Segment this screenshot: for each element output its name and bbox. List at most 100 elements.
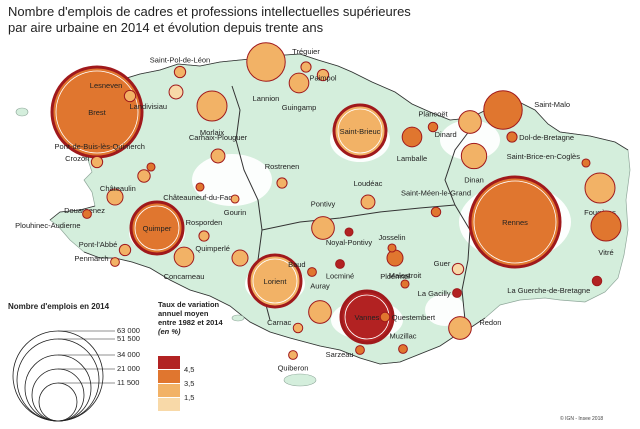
city-label-noyal-pontivy: Noyal-Pontivy: [326, 238, 373, 247]
city-lamballe: Lamballe: [397, 126, 427, 163]
city-circle-sarzeau: [355, 345, 365, 355]
city-rennes: Rennes: [468, 175, 562, 269]
city-label-penmarch: Penmarch: [74, 254, 108, 263]
rate-legend-swatch-2: [158, 370, 180, 383]
city-lannion: Lannion: [246, 42, 286, 103]
city-morlaix: Morlaix: [196, 90, 228, 137]
city-quimperl-: Quimperlé: [195, 244, 249, 267]
city-plouhinec-audierne: Plouhinec-Audierne: [15, 209, 92, 230]
city-pont-l-abb-: Pont-l'Abbé: [79, 240, 132, 257]
city-circle-plouhinec-audierne: [82, 209, 92, 219]
city-label-redon: Redon: [479, 318, 501, 327]
city-circle-malestroit: [400, 279, 410, 289]
city-circle-gourin: [230, 194, 240, 204]
city-circle-carnac: [292, 322, 304, 334]
city-la-guerche-de-bretagne: La Guerche-de-Bretagne: [507, 275, 603, 295]
city-circle-paimpol: [316, 68, 330, 82]
city-circle-carhaix-plouguer: [210, 148, 226, 164]
city-la-gacilly: La Gacilly: [418, 288, 462, 298]
city-label-saint-brice-en-cogl-s: Saint-Brice-en-Coglès: [507, 152, 581, 161]
city-noyal-pontivy: Noyal-Pontivy: [326, 227, 373, 247]
city-label-auray: Auray: [310, 282, 330, 291]
rate-legend: 4,5 3,5 1,5: [158, 356, 194, 411]
city-label-lannion: Lannion: [253, 94, 280, 103]
city-label-guingamp: Guingamp: [282, 103, 317, 112]
city-concarneau: Concarneau: [164, 246, 204, 281]
rate-legend-value-1: 4,5: [184, 365, 194, 374]
rate-legend-title: Taux de variation annuel moyen entre 198…: [158, 300, 258, 336]
city-carhaix-plouguer: Carhaix-Plouguer: [189, 133, 248, 164]
rate-legend-title-line-2: annuel moyen: [158, 309, 209, 318]
city-label-tr-guier: Tréguier: [292, 47, 320, 56]
city-label-locmin-: Locminé: [326, 271, 354, 280]
city-label-pont-l-abb-: Pont-l'Abbé: [79, 240, 118, 249]
city-dinan: Dinan: [460, 142, 488, 185]
city-saint-pol-de-l-on: Saint-Pol-de-Léon: [150, 55, 210, 79]
city-penmarch: Penmarch: [74, 254, 120, 267]
city-gourin: Gourin: [224, 194, 247, 217]
city-rosporden: Rosporden: [186, 218, 222, 242]
rate-legend-title-line-3: entre 1982 et 2014: [158, 318, 223, 327]
city-label-ch-teauneuf-du-faou: Châteauneuf-du-Faou: [163, 193, 236, 202]
rate-legend-title-line-1: Taux de variation: [158, 300, 220, 309]
city-circle-ch-teauneuf-du-faou: [195, 182, 205, 192]
city-circle-vitr-: [590, 210, 622, 242]
city-saint-brice-en-cogl-s: Saint-Brice-en-Coglès: [507, 152, 591, 168]
size-legend-circle-34000: [24, 354, 92, 422]
city-circle-ch-teaulin: [137, 169, 151, 183]
city-label-rostrenen: Rostrenen: [265, 162, 300, 171]
city-circle-foug-res: [584, 172, 616, 204]
city-label-saint-pol-de-l-on: Saint-Pol-de-Léon: [150, 55, 210, 64]
city-circle-dinan: [460, 142, 488, 170]
rate-legend-swatch-4: [158, 398, 180, 411]
city-circle-loud-ac: [360, 194, 376, 210]
city-circle-saint-m-en-le-grand: [430, 206, 442, 218]
city-quiberon: Quiberon: [278, 350, 308, 372]
city-label-la-guerche-de-bretagne: La Guerche-de-Bretagne: [507, 286, 590, 295]
city-circle-saint-malo: [483, 90, 523, 130]
city-label-vannes: Vannes: [355, 313, 380, 322]
city-pont-de-buis-l-s-quimerch: Pont-de-Buis-lès-Quimerch: [55, 142, 156, 172]
city-label-baud: Baud: [288, 260, 306, 269]
city-vannes: Vannes: [339, 289, 395, 345]
city-label-questembert: Questembert: [392, 313, 436, 322]
city-crozon: Crozon: [65, 154, 104, 169]
southern-coastline: [49, 205, 486, 365]
city-josselin: Josselin: [378, 233, 406, 253]
city-vitr-: Vitré: [590, 210, 622, 257]
city-label-planco-t: Plancoët: [418, 109, 448, 118]
city-circle-rosporden: [198, 230, 210, 242]
city-circle-vannes: [339, 289, 395, 345]
size-legend-title: Nombre d'emplois en 2014: [8, 302, 110, 311]
city-sarzeau: Sarzeau: [326, 345, 365, 359]
size-legend-value-11500: 11 500: [117, 378, 139, 387]
city-label-carnac: Carnac: [267, 318, 291, 327]
city-label-pont-de-buis-l-s-quimerch: Pont-de-Buis-lès-Quimerch: [55, 142, 145, 151]
city-label-saint-m-en-le-grand: Saint-Méen-le-Grand: [401, 188, 471, 197]
city-circle-lamballe: [401, 126, 423, 148]
island-groix: [231, 314, 245, 322]
city-circle-quimperl-: [231, 249, 249, 267]
city-paimpol: Paimpol: [309, 68, 337, 83]
city-label-loud-ac: Loudéac: [354, 179, 383, 188]
city-ch-teaulin: Châteaulin: [100, 169, 151, 193]
city-circle-landivisiau: [168, 84, 184, 100]
city-label-ch-teaulin: Châteaulin: [100, 184, 136, 193]
city-circle-ring-rennes: [473, 180, 557, 264]
city-circle-concarneau: [173, 246, 195, 268]
city-label-quimper: Quimper: [143, 224, 172, 233]
city-label-lamballe: Lamballe: [397, 154, 427, 163]
city-circle-ring-quimper: [134, 205, 180, 251]
city-circle-lannion: [246, 42, 286, 82]
city-circle-saint-brice-en-cogl-s: [581, 158, 591, 168]
city-label-gourin: Gourin: [224, 208, 247, 217]
rate-legend-value-3: 1,5: [184, 393, 194, 402]
city-label-guer: Guer: [434, 259, 451, 268]
city-circle-ring-saint-brieuc: [337, 108, 383, 154]
city-circle-noyal-pontivy: [344, 227, 354, 237]
city-circle-guer: [451, 262, 465, 276]
city-label-dol-de-bretagne: Dol-de-Bretagne: [519, 133, 574, 142]
city-label-lesneven: Lesneven: [90, 81, 123, 90]
city-saint-m-en-le-grand: Saint-Méen-le-Grand: [401, 188, 471, 218]
city-circle-penmarch: [110, 257, 120, 267]
